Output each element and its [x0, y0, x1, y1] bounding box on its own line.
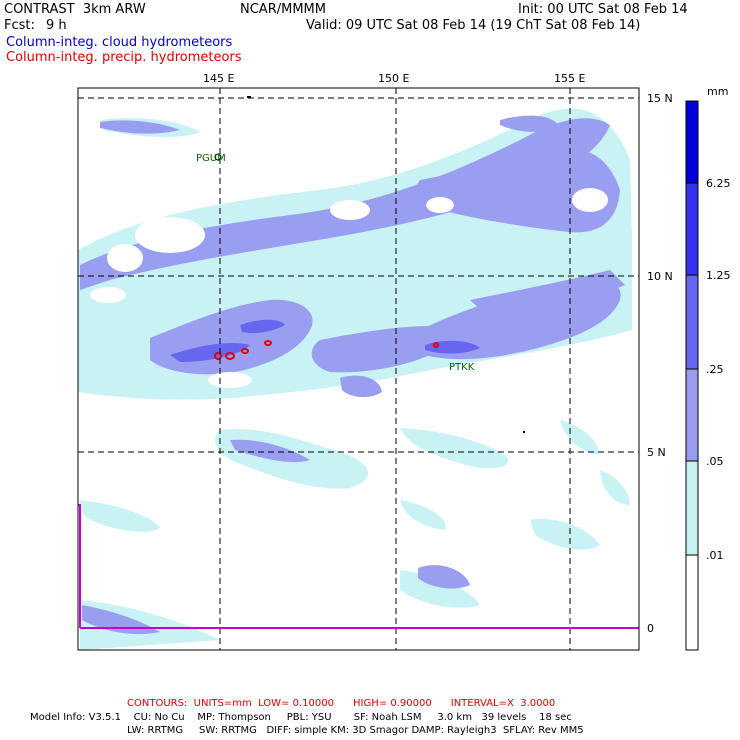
colorbar: mm 6.25 1.25 .25 .05 .01	[685, 85, 731, 651]
lat-label-5n: 5 N	[647, 446, 666, 459]
colorbar-swatch	[686, 275, 698, 369]
colorbar-unit: mm	[707, 85, 728, 98]
lat-label-10n: 10 N	[647, 270, 673, 283]
model-info-line-1: Model Info: V3.5.1 CU: No Cu MP: Thompso…	[30, 712, 572, 723]
fcst-value: 9 h	[46, 18, 67, 33]
lat-label-15n: 15 N	[647, 92, 673, 105]
colorbar-level: .05	[706, 455, 724, 468]
island-marker	[247, 96, 251, 98]
colorbar-level: 6.25	[706, 177, 731, 190]
graticule	[78, 88, 639, 650]
lon-label-145: 145 E	[203, 72, 234, 85]
colorbar-level: .25	[706, 363, 724, 376]
boundary-line	[78, 504, 81, 628]
lon-label-155: 155 E	[554, 72, 585, 85]
hydrometeor-field	[78, 108, 632, 650]
legend-precip: Column-integ. precip. hydrometeors	[6, 50, 242, 65]
colorbar-swatch	[686, 555, 698, 650]
model-title: CONTRAST 3km ARW	[4, 2, 146, 17]
valid-time: Valid: 09 UTC Sat 08 Feb 14 (19 ChT Sat …	[306, 18, 641, 33]
init-time: Init: 00 UTC Sat 08 Feb 14	[518, 2, 688, 17]
island-marker	[523, 431, 525, 433]
lon-label-150: 150 E	[378, 72, 409, 85]
station-label-pgum: PGUM	[196, 153, 226, 164]
colorbar-swatch	[686, 183, 698, 275]
lat-label-0: 0	[647, 622, 654, 635]
colorbar-level: .01	[706, 549, 724, 562]
map-frame	[77, 87, 640, 651]
guam-island-marker	[214, 153, 222, 161]
colorbar-swatch	[686, 369, 698, 461]
fcst-label: Fcst:	[4, 18, 35, 33]
colorbar-level: 1.25	[706, 269, 731, 282]
colorbar-swatch	[686, 101, 698, 183]
colorbar-swatch	[686, 461, 698, 555]
center-title: NCAR/MMMM	[240, 2, 326, 17]
model-info-line-2: LW: RRTMG SW: RRTMG DIFF: simple KM: 3D …	[127, 725, 584, 736]
legend-cloud: Column-integ. cloud hydrometeors	[6, 35, 233, 50]
contour-info: CONTOURS: UNITS=mm LOW= 0.10000 HIGH= 0.…	[127, 698, 556, 709]
station-label-ptkk: PTKK	[449, 362, 475, 373]
